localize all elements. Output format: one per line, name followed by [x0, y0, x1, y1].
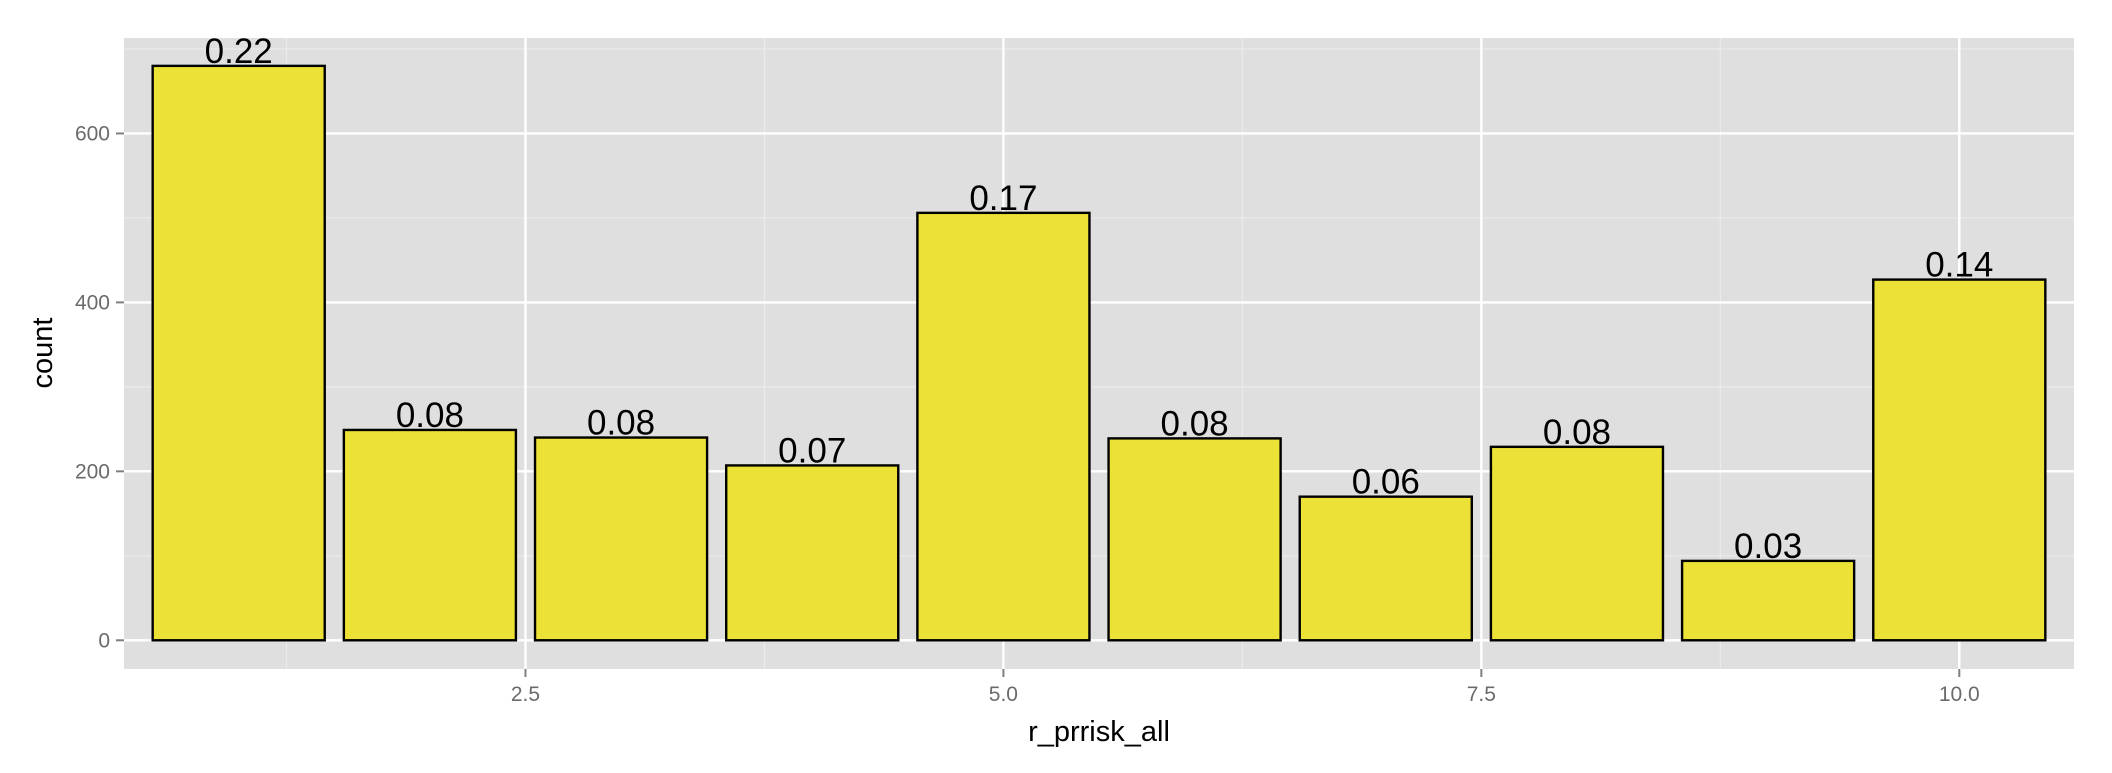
- bar-value-label: 0.08: [1161, 404, 1229, 443]
- y-axis-title: count: [27, 318, 59, 389]
- x-tick-label: 5.0: [989, 683, 1018, 706]
- bar-value-label: 0.22: [205, 32, 273, 71]
- x-tick-label: 7.5: [1467, 683, 1496, 706]
- bar: [342, 428, 518, 642]
- bar: [1489, 445, 1665, 642]
- bar-labels: 0.22 0.08 0.08 0.07 0.17 0.08 0.06 0.08 0.03 0.14: [205, 32, 1994, 566]
- bar-value-label: 0.17: [969, 179, 1037, 218]
- x-tick-label: 2.5: [511, 683, 540, 706]
- bar-value-label: 0.06: [1352, 463, 1420, 502]
- y-tick-label: 400: [75, 291, 110, 314]
- bar-value-label: 0.08: [587, 404, 655, 443]
- y-tick-label: 0: [98, 629, 110, 652]
- y-tick-label: 200: [75, 460, 110, 483]
- bar-value-label: 0.03: [1734, 527, 1802, 566]
- bar: [1872, 278, 2047, 642]
- bar-value-label: 0.08: [396, 396, 464, 435]
- y-axis: 0 200 400 600: [75, 122, 124, 652]
- bar: [916, 211, 1091, 642]
- bar-value-label: 0.08: [1543, 413, 1611, 452]
- bar: [1680, 559, 1856, 642]
- bar-value-label: 0.07: [778, 431, 846, 470]
- bar: [151, 64, 326, 642]
- y-tick-label: 600: [75, 122, 110, 145]
- bar: [533, 436, 709, 642]
- x-axis: 2.5 5.0 7.5 10.0: [511, 669, 1980, 706]
- x-tick-label: 10.0: [1939, 683, 1980, 706]
- minor-gridlines: [124, 38, 2074, 669]
- bars: [151, 64, 2047, 642]
- bar: [1107, 437, 1282, 642]
- bar: [725, 464, 900, 642]
- bar-value-label: 0.14: [1925, 246, 1993, 285]
- x-axis-title: r_prrisk_all: [1028, 716, 1170, 748]
- bar: [1298, 495, 1473, 642]
